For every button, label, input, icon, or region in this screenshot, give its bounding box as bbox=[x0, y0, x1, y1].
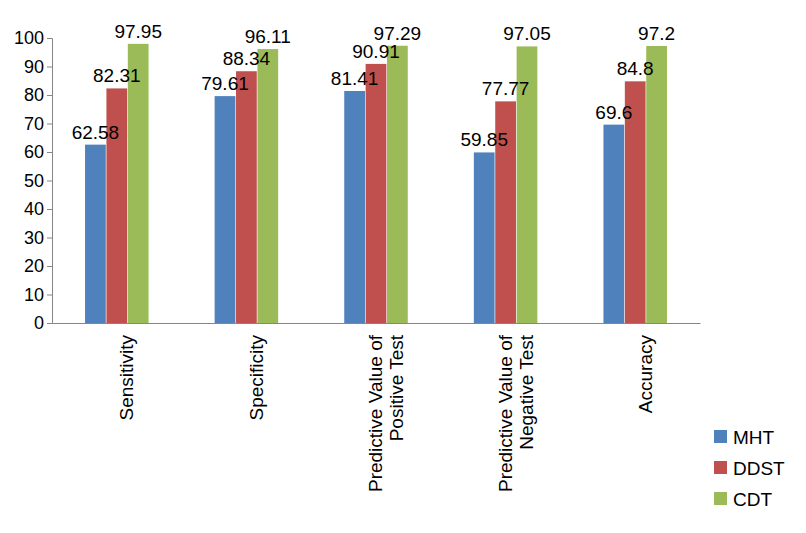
bar bbox=[215, 96, 236, 323]
data-label: 59.85 bbox=[460, 129, 508, 150]
data-label: 82.31 bbox=[93, 65, 141, 86]
y-tick-mark bbox=[47, 67, 52, 68]
y-tick-mark bbox=[47, 323, 52, 324]
legend-swatch bbox=[714, 461, 727, 474]
legend-label: CDT bbox=[733, 489, 772, 510]
y-tick: 40 bbox=[24, 199, 52, 219]
data-label: 97.2 bbox=[638, 23, 675, 44]
bar bbox=[257, 49, 278, 323]
y-tick: 30 bbox=[24, 228, 52, 248]
bar bbox=[85, 145, 106, 323]
y-tick: 10 bbox=[24, 285, 52, 305]
data-label: 97.95 bbox=[114, 21, 162, 42]
x-tick: Accuracy bbox=[635, 335, 656, 414]
y-tick-label: 10 bbox=[24, 285, 44, 305]
x-tick: Predictive Value ofPositive Test bbox=[365, 334, 407, 492]
x-tick-label-line: Accuracy bbox=[635, 335, 656, 414]
bar bbox=[603, 125, 624, 323]
legend-swatch bbox=[714, 492, 727, 505]
data-label: 90.91 bbox=[352, 41, 400, 62]
x-tick-label-line: Predictive Value of bbox=[365, 334, 386, 492]
y-axis-line bbox=[47, 39, 53, 324]
y-tick: 90 bbox=[24, 57, 52, 77]
y-tick-label: 50 bbox=[24, 171, 44, 191]
y-tick: 80 bbox=[24, 85, 52, 105]
y-tick-label: 90 bbox=[24, 57, 44, 77]
y-tick-mark bbox=[47, 181, 52, 182]
bar bbox=[646, 46, 667, 323]
plot: 0 10 20 30 40 50 60 70 80 90 100 Sensitivity Specifi… bbox=[14, 21, 701, 492]
y-tick-label: 70 bbox=[24, 114, 44, 134]
x-tick-label-line: Positive Test bbox=[386, 334, 407, 441]
chart: 0 10 20 30 40 50 60 70 80 90 100 Sensitivity Specifi… bbox=[0, 0, 806, 533]
y-tick: 70 bbox=[24, 114, 52, 134]
y-tick: 100 bbox=[14, 28, 52, 48]
data-label: 97.05 bbox=[503, 23, 551, 44]
y-tick-mark bbox=[47, 238, 52, 239]
y-tick-mark bbox=[47, 95, 52, 96]
y-tick-label: 30 bbox=[24, 228, 44, 248]
y-tick-label: 60 bbox=[24, 142, 44, 162]
x-tick-label-line: Sensitivity bbox=[116, 335, 137, 421]
y-tick-mark bbox=[47, 209, 52, 210]
legend-label: MHT bbox=[733, 427, 775, 448]
bar bbox=[474, 152, 495, 323]
legend-label: DDST bbox=[733, 458, 785, 479]
y-tick-label: 100 bbox=[14, 28, 44, 48]
bar bbox=[236, 71, 257, 323]
legend-swatch bbox=[714, 430, 727, 443]
y-tick-mark bbox=[47, 295, 52, 296]
legend-item: DDST bbox=[714, 458, 785, 479]
y-tick-label: 80 bbox=[24, 85, 44, 105]
data-label: 88.34 bbox=[223, 48, 271, 69]
data-labels: 62.58 79.61 81.41 59.85 69.6 82.31 88.34 90.91 7… bbox=[72, 21, 675, 151]
x-tick-label: Accuracy bbox=[635, 335, 656, 414]
legend-item: MHT bbox=[714, 427, 775, 448]
data-label: 69.6 bbox=[595, 102, 632, 123]
x-axis: Sensitivity Specificity Predictive Value o… bbox=[53, 324, 701, 493]
data-label: 77.77 bbox=[482, 78, 530, 99]
legend: MHT DDST CDT bbox=[714, 427, 785, 510]
x-tick-label: Predictive Value ofNegative Test bbox=[495, 334, 537, 492]
data-label: 96.11 bbox=[245, 26, 291, 47]
y-tick-mark bbox=[47, 152, 52, 153]
y-tick-label: 20 bbox=[24, 256, 44, 276]
y-tick: 50 bbox=[24, 171, 52, 191]
x-tick-label-line: Negative Test bbox=[516, 334, 537, 449]
y-tick: 60 bbox=[24, 142, 52, 162]
bar bbox=[387, 46, 408, 323]
y-tick-mark bbox=[47, 124, 52, 125]
y-tick-label: 40 bbox=[24, 199, 44, 219]
x-tick-label: Specificity bbox=[246, 335, 267, 421]
data-label: 62.58 bbox=[72, 122, 120, 143]
y-tick-mark bbox=[47, 38, 52, 39]
x-tick: Specificity bbox=[246, 335, 267, 421]
x-tick: Predictive Value ofNegative Test bbox=[495, 334, 537, 492]
bars bbox=[85, 44, 667, 323]
data-label: 79.61 bbox=[201, 73, 249, 94]
y-tick: 0 bbox=[34, 313, 52, 333]
x-tick-label-line: Specificity bbox=[246, 335, 267, 421]
x-axis-line bbox=[53, 323, 701, 324]
x-tick: Sensitivity bbox=[116, 335, 137, 421]
y-tick: 20 bbox=[24, 256, 52, 276]
x-tick-label: Sensitivity bbox=[116, 335, 137, 421]
x-tick-label-line: Predictive Value of bbox=[495, 334, 516, 492]
bar bbox=[366, 64, 387, 323]
data-label: 81.41 bbox=[331, 68, 379, 89]
y-tick-label: 0 bbox=[34, 313, 44, 333]
y-tick-mark bbox=[47, 266, 52, 267]
legend-item: CDT bbox=[714, 489, 772, 510]
data-label: 84.8 bbox=[617, 58, 654, 79]
bar bbox=[344, 91, 365, 323]
y-axis: 0 10 20 30 40 50 60 70 80 90 100 bbox=[14, 28, 53, 333]
x-tick-label: Predictive Value ofPositive Test bbox=[365, 334, 407, 492]
data-label: 97.29 bbox=[374, 23, 422, 44]
